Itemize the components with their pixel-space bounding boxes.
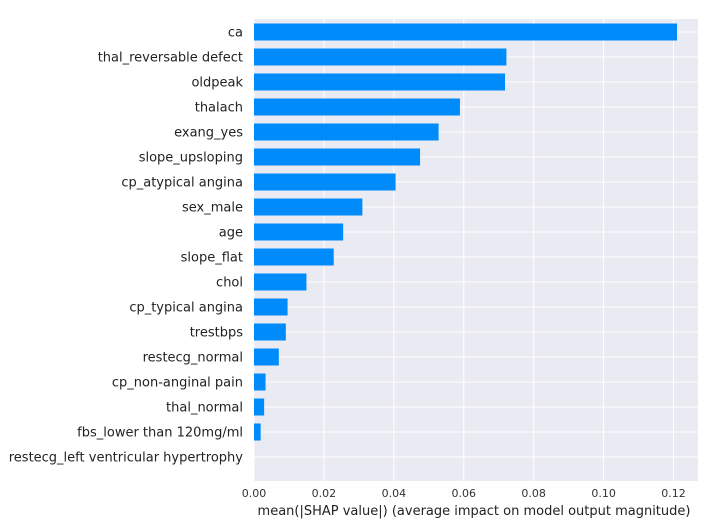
category-label: ca (228, 26, 243, 41)
x-tick-label: 0.02 (312, 487, 337, 500)
x-tick-label: 0.00 (242, 487, 267, 500)
category-label: oldpeak (191, 76, 243, 91)
category-label: cp_atypical angina (121, 176, 243, 191)
category-label: sex_male (182, 201, 243, 216)
category-label: thal_normal (166, 401, 243, 416)
category-label: cp_non-anginal pain (112, 376, 243, 391)
category-label: cp_typical angina (129, 301, 243, 316)
category-label: age (219, 226, 243, 241)
bar (254, 373, 266, 391)
category-label: restecg_normal (143, 351, 243, 366)
bar (254, 298, 288, 316)
x-tick-label: 0.12 (661, 487, 686, 500)
x-tick-labels: 0.00 0.02 0.04 0.06 0.08 0.10 0.12 (242, 487, 686, 500)
x-tick-label: 0.04 (382, 487, 407, 500)
bar (254, 148, 421, 166)
y-tick-labels: ca thal_reversable defect oldpeak thalach ex… (9, 26, 244, 466)
category-label: exang_yes (174, 126, 243, 141)
bar (254, 323, 286, 341)
x-tick-label: 0.06 (452, 487, 477, 500)
category-label: thalach (195, 101, 243, 116)
x-tick-label: 0.08 (521, 487, 546, 500)
bar (254, 98, 460, 116)
category-label: chol (216, 276, 243, 291)
bar (254, 198, 363, 216)
bar (254, 348, 279, 366)
x-tick-label: 0.10 (591, 487, 616, 500)
bar (254, 173, 396, 191)
category-label: slope_flat (181, 251, 243, 266)
bar (254, 398, 265, 416)
bar (254, 48, 507, 66)
bar (254, 223, 344, 241)
category-label: thal_reversable defect (98, 51, 243, 66)
bar (254, 73, 506, 91)
bar (254, 23, 678, 41)
bar (254, 123, 439, 141)
category-label: fbs_lower than 120mg/ml (77, 426, 243, 441)
bars (254, 23, 678, 441)
bar (254, 273, 307, 291)
category-label: restecg_left ventricular hypertrophy (9, 451, 244, 466)
bar (254, 423, 261, 441)
category-label: trestbps (190, 326, 244, 341)
bar (254, 248, 334, 266)
x-axis-label: mean(|SHAP value|) (average impact on mo… (258, 504, 691, 519)
category-label: slope_upsloping (139, 151, 243, 166)
